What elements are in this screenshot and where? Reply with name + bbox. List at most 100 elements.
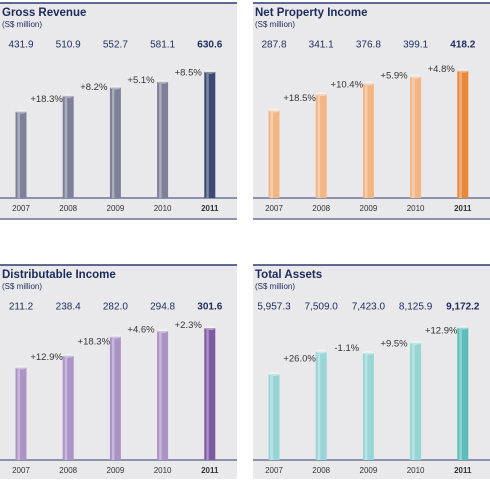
panel-subtitle: (S$ million) bbox=[255, 282, 295, 291]
growth-annotation: +5.1% bbox=[127, 75, 155, 86]
x-tick-label: 2011 bbox=[201, 466, 219, 475]
bar-cap bbox=[157, 79, 169, 84]
value-label: 282.0 bbox=[103, 302, 128, 313]
bar bbox=[268, 110, 280, 198]
bar bbox=[315, 94, 327, 198]
panel-title: Net Property Income bbox=[255, 7, 367, 19]
bar-cap bbox=[109, 85, 121, 90]
x-tick-label: 2008 bbox=[59, 204, 77, 213]
value-label: 7,509.0 bbox=[305, 302, 339, 313]
bar-shine bbox=[459, 72, 462, 198]
panel-title: Distributable Income bbox=[2, 269, 116, 281]
x-tick-label: 2011 bbox=[201, 204, 219, 213]
panel-subtitle: (S$ million) bbox=[255, 20, 295, 29]
bar bbox=[62, 95, 74, 198]
x-tick-label: 2007 bbox=[12, 204, 30, 213]
bar bbox=[204, 71, 216, 198]
value-label: 431.9 bbox=[8, 40, 33, 51]
bar-cap bbox=[315, 92, 327, 97]
bar bbox=[109, 87, 121, 198]
growth-annotation: +4.6% bbox=[127, 324, 155, 335]
value-label: 7,423.0 bbox=[352, 302, 386, 313]
chart-panel: Total Assets(S$ million) 5,957.3 2007 7,509… bbox=[253, 264, 490, 482]
value-label: 581.1 bbox=[150, 40, 175, 51]
bar-shine bbox=[17, 113, 20, 198]
x-tick-label: 2008 bbox=[312, 204, 330, 213]
bar-cap bbox=[362, 81, 374, 86]
x-tick-label: 2010 bbox=[407, 466, 425, 475]
bar-cap bbox=[410, 74, 422, 79]
x-tick-label: 2011 bbox=[454, 204, 472, 213]
bar bbox=[268, 374, 280, 460]
x-tick-label: 2009 bbox=[107, 204, 125, 213]
value-label: 630.6 bbox=[197, 40, 222, 51]
bar-cap bbox=[204, 326, 216, 331]
growth-annotation: +12.9% bbox=[30, 352, 63, 363]
panel-subtitle: (S$ million) bbox=[2, 282, 42, 291]
bar bbox=[15, 111, 27, 198]
bar-shine bbox=[412, 344, 415, 460]
growth-annotation: +2.3% bbox=[175, 320, 203, 331]
chart-panel: Net Property Income(S$ million) 287.8 2007… bbox=[253, 2, 490, 220]
value-label: 8,125.9 bbox=[399, 302, 433, 313]
value-label: 238.4 bbox=[56, 302, 81, 313]
growth-annotation: -1.1% bbox=[334, 343, 359, 354]
bar-cap bbox=[268, 372, 280, 377]
bar bbox=[315, 351, 327, 460]
x-tick-label: 2007 bbox=[265, 466, 283, 475]
bar bbox=[109, 336, 121, 460]
bar-shine bbox=[412, 78, 415, 198]
bar-cap bbox=[457, 68, 469, 73]
growth-annotation: +8.2% bbox=[80, 82, 108, 93]
growth-annotation: +9.5% bbox=[380, 338, 408, 349]
bar bbox=[410, 76, 422, 198]
bar-shine bbox=[270, 112, 273, 198]
bar-shine bbox=[64, 97, 68, 198]
x-tick-label: 2010 bbox=[154, 204, 172, 213]
bar-shine bbox=[206, 73, 209, 198]
bar-cap bbox=[157, 329, 169, 334]
bar-shine bbox=[111, 338, 115, 460]
bar bbox=[157, 331, 169, 460]
bar-shine bbox=[17, 369, 20, 460]
chart-panel: Gross Revenue(S$ million) 431.9 2007 510.9 2… bbox=[0, 2, 237, 220]
value-label: 418.2 bbox=[450, 40, 475, 51]
bar bbox=[157, 81, 169, 198]
bar bbox=[204, 328, 216, 460]
bar-shine bbox=[459, 329, 462, 460]
bar-cap bbox=[315, 349, 327, 354]
x-tick-label: 2009 bbox=[107, 466, 125, 475]
bar-cap bbox=[410, 340, 422, 345]
bar-shine bbox=[270, 376, 273, 460]
bar bbox=[62, 355, 74, 460]
bar bbox=[362, 352, 374, 460]
chart-panel: Distributable Income(S$ million) 211.2 200… bbox=[0, 264, 237, 482]
growth-annotation: +8.5% bbox=[175, 67, 203, 78]
value-label: 341.1 bbox=[309, 40, 334, 51]
growth-annotation: +10.4% bbox=[331, 79, 364, 90]
growth-annotation: +18.3% bbox=[30, 94, 63, 105]
x-tick-label: 2009 bbox=[360, 204, 378, 213]
bar-shine bbox=[364, 354, 368, 460]
value-label: 376.8 bbox=[356, 40, 381, 51]
bar-shine bbox=[206, 330, 209, 460]
bar bbox=[457, 327, 469, 460]
bar-cap bbox=[15, 365, 27, 370]
bar bbox=[457, 70, 469, 198]
bar-shine bbox=[111, 89, 115, 198]
bar-cap bbox=[362, 350, 374, 355]
bar-shine bbox=[64, 357, 68, 460]
x-tick-label: 2008 bbox=[312, 466, 330, 475]
bar-shine bbox=[159, 83, 162, 198]
panel-subtitle: (S$ million) bbox=[2, 20, 42, 29]
growth-annotation: +18.3% bbox=[78, 337, 111, 348]
value-label: 211.2 bbox=[9, 302, 34, 313]
bar-cap bbox=[457, 325, 469, 330]
growth-annotation: +26.0% bbox=[283, 353, 316, 364]
x-tick-label: 2011 bbox=[454, 466, 472, 475]
value-label: 5,957.3 bbox=[257, 302, 291, 313]
value-label: 552.7 bbox=[103, 40, 128, 51]
value-label: 399.1 bbox=[403, 40, 428, 51]
bar-cap bbox=[109, 334, 121, 339]
